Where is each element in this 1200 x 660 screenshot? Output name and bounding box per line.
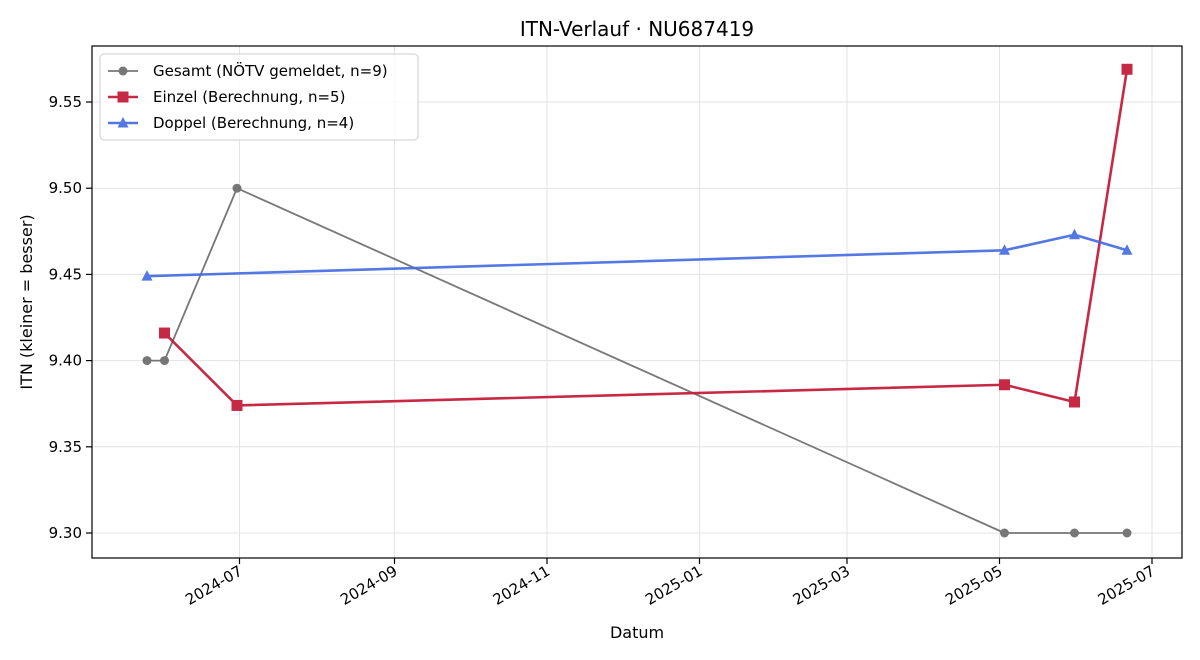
data-point bbox=[117, 91, 129, 103]
data-point bbox=[118, 66, 128, 76]
legend-label: Doppel (Berechnung, n=4) bbox=[153, 114, 354, 132]
legend: Gesamt (NÖTV gemeldet, n=9) Einzel (Berec… bbox=[99, 53, 419, 141]
x-tick-label: 2025-03 bbox=[790, 562, 853, 609]
data-point bbox=[1069, 228, 1080, 240]
legend-item bbox=[108, 66, 138, 76]
legend-label: Gesamt (NÖTV gemeldet, n=9) bbox=[153, 61, 388, 80]
y-axis: 9.30 9.35 9.40 9.45 9.50 9.55 bbox=[49, 93, 92, 542]
x-tick-label: 2025-07 bbox=[1095, 562, 1158, 609]
data-point bbox=[1122, 528, 1132, 538]
legend-box bbox=[99, 53, 419, 141]
y-tick-label: 9.35 bbox=[49, 438, 82, 456]
data-point bbox=[232, 183, 242, 193]
x-axis-label: Datum bbox=[610, 623, 664, 642]
plot-frame bbox=[91, 45, 1183, 559]
series-line bbox=[146, 233, 1128, 278]
data-point bbox=[231, 399, 243, 411]
data-point bbox=[1000, 528, 1009, 538]
x-tick-label: 2024-09 bbox=[337, 562, 400, 609]
chart-title: ITN-Verlauf · NU687419 bbox=[520, 17, 754, 41]
x-tick-label: 2024-11 bbox=[490, 562, 553, 609]
data-point bbox=[117, 117, 129, 128]
data-point bbox=[999, 244, 1010, 255]
legend-label: Einzel (Berechnung, n=5) bbox=[153, 88, 345, 106]
data-point bbox=[1070, 528, 1079, 538]
x-tick-label: 2024-07 bbox=[182, 562, 245, 609]
x-tick-label: 2025-05 bbox=[942, 562, 1005, 609]
x-axis: 2024-07 2024-09 2024-11 2025-01 2025-03 2025-… bbox=[182, 558, 1158, 609]
legend-item bbox=[108, 117, 138, 128]
data-point bbox=[159, 327, 170, 339]
y-tick-label: 9.40 bbox=[49, 352, 82, 370]
legend-item bbox=[108, 91, 138, 103]
y-axis-label: ITN (kleiner = besser) bbox=[17, 214, 36, 389]
data-point bbox=[999, 379, 1010, 391]
x-tick-label: 2025-01 bbox=[642, 562, 705, 609]
series-2 bbox=[141, 228, 1133, 281]
series-0 bbox=[142, 183, 1132, 538]
y-tick-label: 9.30 bbox=[49, 524, 82, 542]
series-layer bbox=[141, 63, 1133, 538]
series-1 bbox=[159, 63, 1133, 411]
y-tick-label: 9.45 bbox=[49, 265, 82, 283]
data-point bbox=[1121, 244, 1133, 255]
y-tick-label: 9.55 bbox=[49, 93, 82, 111]
data-point bbox=[160, 356, 169, 366]
data-point bbox=[142, 356, 152, 366]
data-point bbox=[1069, 396, 1080, 408]
data-point bbox=[141, 270, 153, 281]
y-tick-label: 9.50 bbox=[49, 179, 82, 197]
data-point bbox=[1121, 63, 1133, 75]
